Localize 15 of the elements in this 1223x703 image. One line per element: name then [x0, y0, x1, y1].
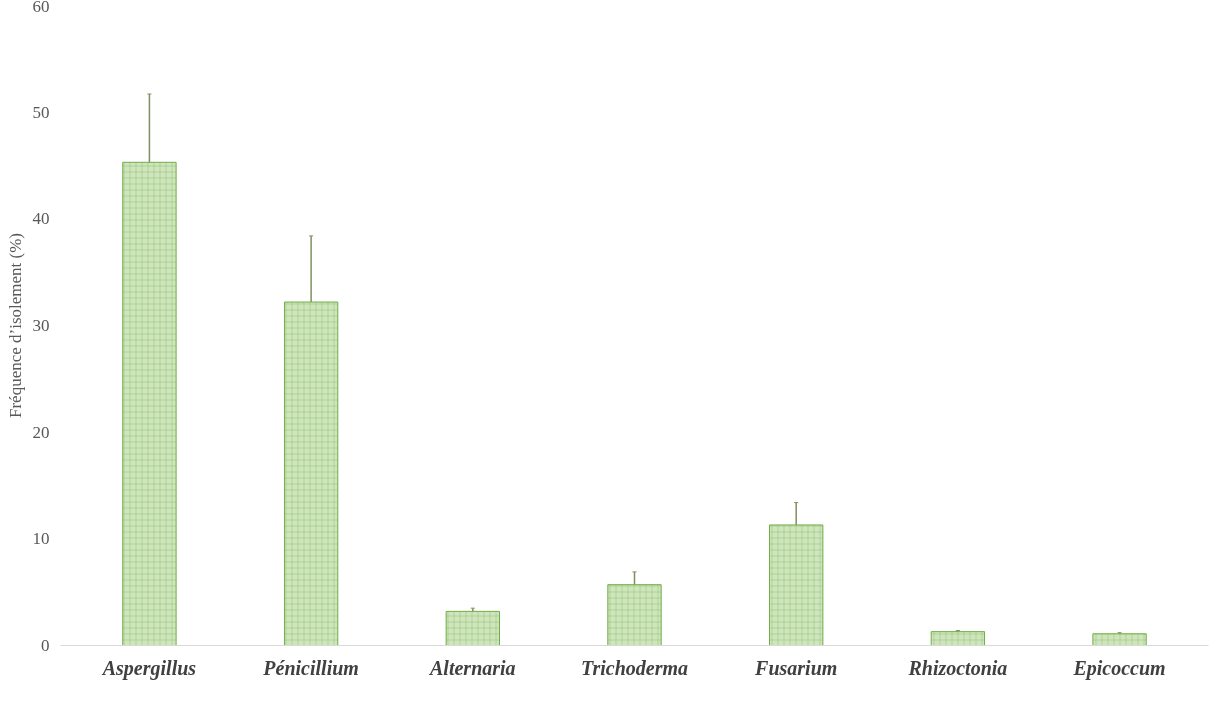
x-tick-label: Alternaria [428, 656, 516, 679]
x-tick-label: Pénicillium [262, 656, 359, 679]
x-tick-label: Rhizoctonia [907, 656, 1008, 679]
y-tick-label: 60 [32, 0, 50, 16]
y-axis-title: Fréquence d’isolement (%) [5, 232, 25, 419]
x-tick-label: Fusarium [754, 656, 838, 679]
y-tick-label: 0 [41, 636, 50, 655]
y-tick-label: 20 [32, 422, 50, 442]
y-tick-label: 10 [32, 529, 50, 549]
x-tick-label: Trichoderma [580, 656, 689, 679]
y-tick-label: 50 [32, 102, 50, 122]
x-tick-label: Aspergillus [100, 656, 197, 680]
y-tick-label: 30 [32, 316, 50, 335]
x-tick-label: Epicoccum [1072, 656, 1166, 680]
y-tick-label: 40 [32, 209, 50, 229]
